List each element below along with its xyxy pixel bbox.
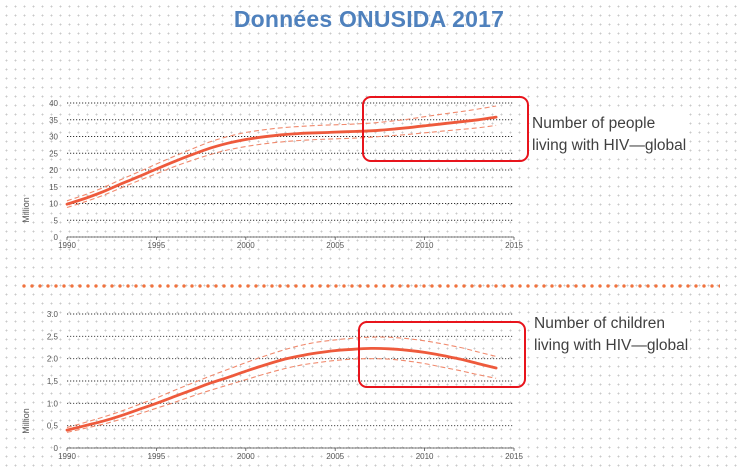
upper-bound-line xyxy=(66,105,497,202)
x-tick-label: 2015 xyxy=(505,241,523,250)
x-tick-label: 1995 xyxy=(148,241,166,250)
x-tick-label: 2015 xyxy=(505,452,523,461)
slide-title: Données ONUSIDA 2017 xyxy=(233,6,505,32)
caption-line-1: Number of children xyxy=(534,315,665,332)
upper-bound-line xyxy=(66,336,497,429)
x-tick-label: 1990 xyxy=(58,452,76,461)
caption-people-living-with-hiv: Number of people living with HIV—global xyxy=(530,113,689,157)
dotted-separator xyxy=(20,284,720,288)
y-axis-label: Million xyxy=(21,197,31,223)
y-tick-label: 0 xyxy=(54,233,59,242)
highlight-box-top xyxy=(362,96,529,162)
y-axis-label: Million xyxy=(21,408,31,434)
lower-bound-line xyxy=(66,124,497,209)
y-tick-label: 40 xyxy=(49,99,58,108)
x-tick-label: 1995 xyxy=(148,452,166,461)
chart-children-living-with-hiv: 0 0.5 1.0 1.5 2.0 2.5 3.0 1990 1995 2000 2005 2010 2… xyxy=(21,310,523,461)
y-tick-label: 2.5 xyxy=(47,332,59,341)
x-tick-label: 2000 xyxy=(237,241,255,250)
y-tick-label: 35 xyxy=(49,116,58,125)
y-tick-label: 10 xyxy=(49,200,58,209)
x-tick-label: 2005 xyxy=(326,452,344,461)
lower-bound-line xyxy=(66,358,497,433)
caption-line-2: living with HIV—global xyxy=(534,337,689,354)
caption-children-living-with-hiv: Number of children living with HIV—globa… xyxy=(532,313,691,357)
y-tick-label: 30 xyxy=(49,133,58,142)
x-tick-label: 2005 xyxy=(326,241,344,250)
series-line xyxy=(65,115,498,206)
series-line xyxy=(65,346,498,432)
y-tick-label: 3.0 xyxy=(47,310,59,319)
y-tick-label: 0 xyxy=(54,444,59,453)
caption-line-1: Number of people xyxy=(532,115,656,132)
y-tick-label: 25 xyxy=(49,149,58,158)
highlight-box-bottom xyxy=(358,321,526,388)
chart-people-living-with-hiv: 0 5 10 15 20 25 30 35 40 1990 1995 2000 2005 2010 2015… xyxy=(21,99,523,250)
x-tick-label: 2010 xyxy=(416,452,434,461)
x-tick-label: 2010 xyxy=(416,241,434,250)
x-tick-label: 1990 xyxy=(58,241,76,250)
y-tick-label: 20 xyxy=(49,166,58,175)
y-tick-label: 0.5 xyxy=(47,422,59,431)
y-tick-label: 1.5 xyxy=(47,377,59,386)
y-tick-label: 2.0 xyxy=(47,355,59,364)
y-tick-label: 1.0 xyxy=(47,399,59,408)
x-tick-label: 2000 xyxy=(237,452,255,461)
y-tick-label: 5 xyxy=(54,216,59,225)
y-tick-label: 15 xyxy=(49,183,58,192)
caption-line-2: living with HIV—global xyxy=(532,137,687,154)
